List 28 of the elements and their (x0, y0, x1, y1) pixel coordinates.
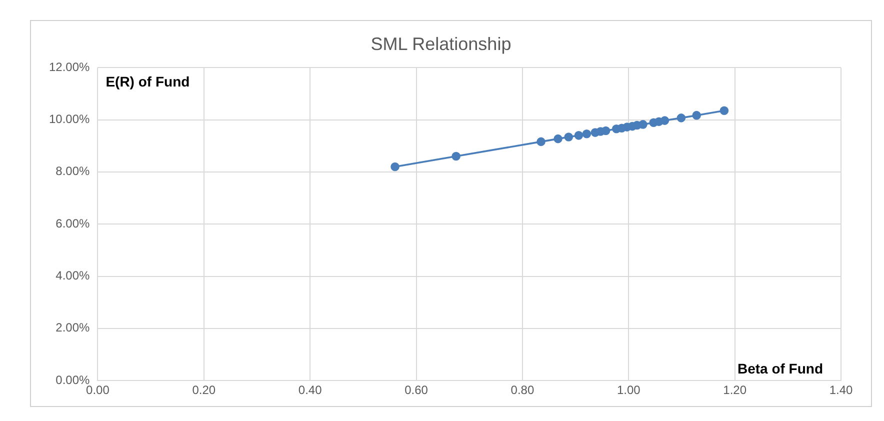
y-tick-label: 4.00% (56, 268, 90, 283)
chart-title: SML Relationship (370, 34, 512, 54)
x-axis-title: Beta of Fund (737, 360, 823, 376)
y-tick-label: 12.00% (48, 60, 90, 74)
y-axis-title: E(R) of Fund (106, 73, 190, 90)
point (660, 116, 670, 125)
point (390, 162, 400, 172)
y-tick-label: 10.00% (48, 112, 90, 126)
point (638, 120, 648, 129)
point (452, 152, 460, 161)
x-tick-label: 0.20 (192, 383, 216, 398)
x-tick-label: 0.40 (298, 383, 322, 398)
y-tick-label: 2.00% (56, 320, 90, 335)
x-tick-label: 0.60 (404, 383, 428, 398)
point (720, 106, 729, 116)
point (582, 129, 592, 138)
x-tick-label: 1.00 (616, 383, 641, 398)
point (536, 137, 546, 146)
y-tick-label: 6.00% (56, 216, 90, 230)
y-tick-label: 8.00% (56, 164, 90, 178)
point (676, 114, 686, 122)
point (692, 110, 701, 120)
point (564, 132, 574, 142)
point (574, 131, 584, 140)
x-tick-label: 0.80 (510, 383, 534, 398)
x-tick-label: 1.20 (723, 383, 747, 398)
x-tick-label: 1.40 (829, 383, 853, 398)
point (554, 134, 562, 144)
